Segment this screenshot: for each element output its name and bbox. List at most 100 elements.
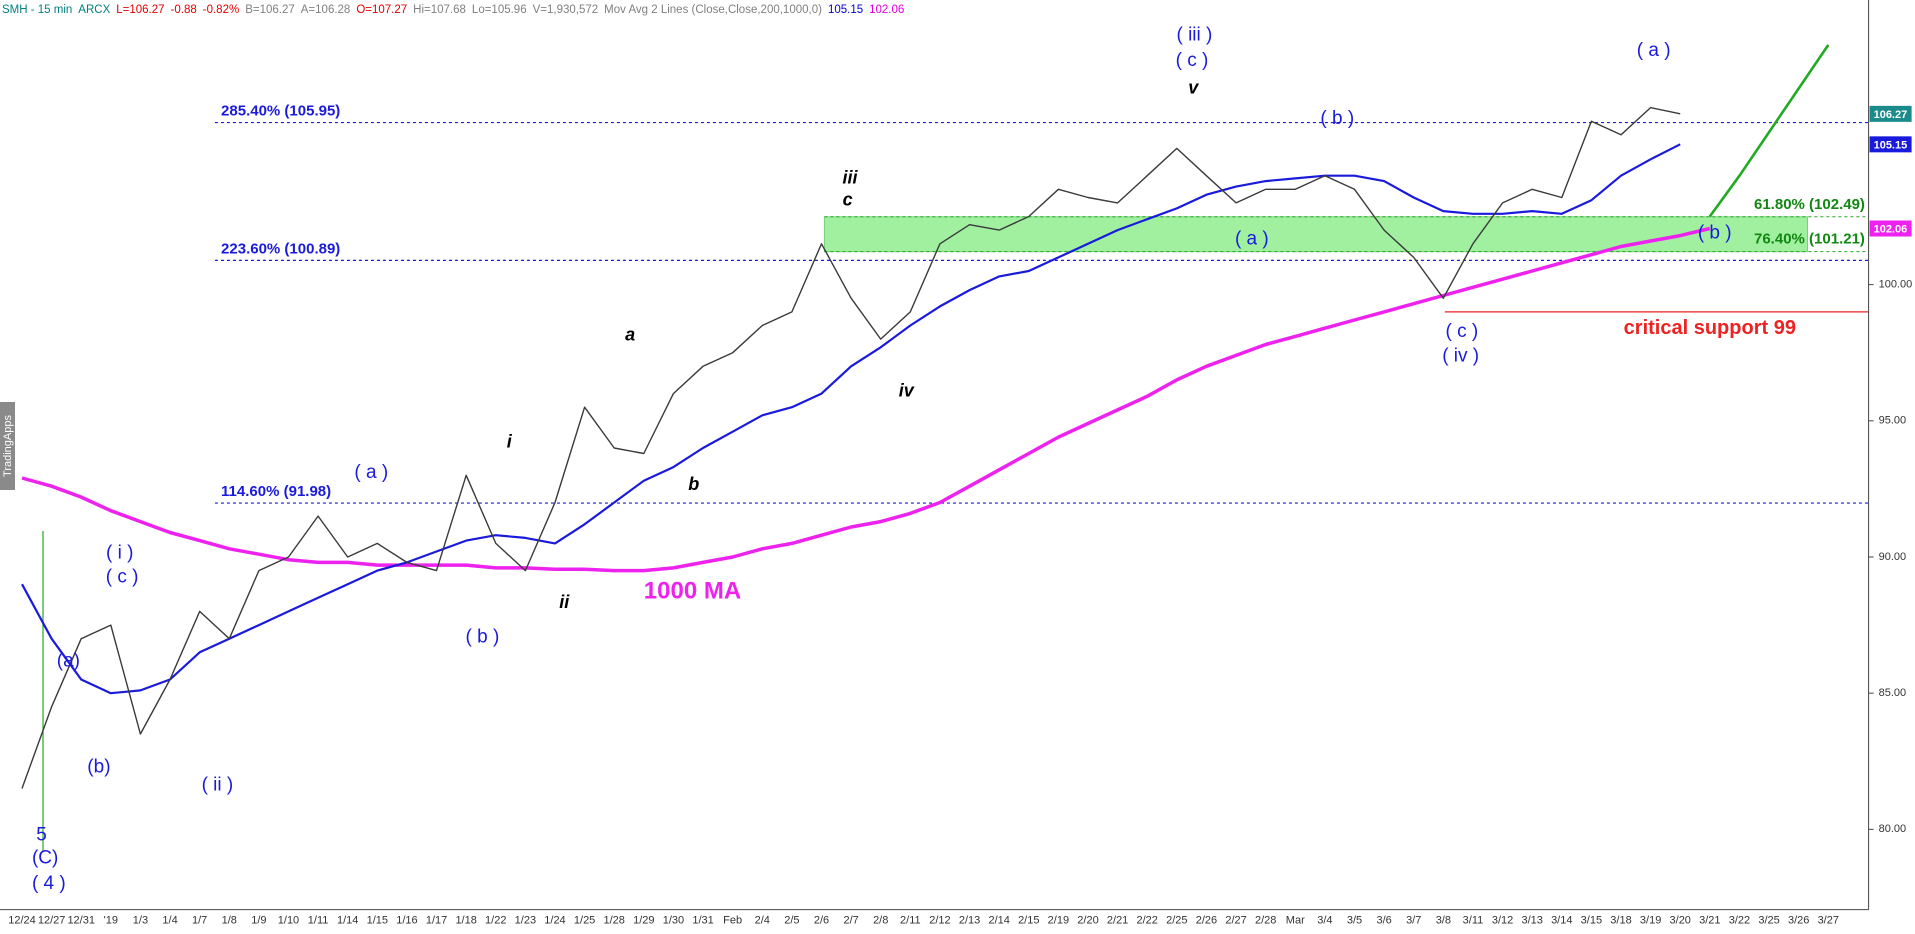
wave-label: ( ii ) [202, 775, 234, 796]
wave-label: i [507, 431, 513, 451]
wave-label: ( iii ) [1176, 24, 1212, 45]
x-tick-label: 1/28 [604, 915, 625, 927]
x-tick-label: 1/3 [133, 915, 148, 927]
header-item: Lo=105.96 [472, 4, 527, 16]
header-item: SMH - 15 min [2, 4, 72, 16]
support-label: critical support 99 [1624, 317, 1796, 339]
x-tick-label: 3/20 [1670, 915, 1691, 927]
wave-label: iii [843, 168, 859, 188]
wave-label: ( b ) [1320, 108, 1354, 129]
wave-label: ( iv ) [1442, 345, 1479, 366]
x-tick-label: 2/28 [1255, 915, 1276, 927]
x-tick-label: 2/19 [1048, 915, 1069, 927]
x-tick-label: 3/6 [1376, 915, 1391, 927]
header: SMH - 15 min ARCX L=106.27 -0.88 -0.82% B=106… [2, 4, 904, 16]
x-tick-label: 3/4 [1317, 915, 1332, 927]
zone-level-label: 61.80% (102.49) [1754, 196, 1865, 213]
x-tick-label: 3/7 [1406, 915, 1421, 927]
x-tick-label: '19 [104, 915, 118, 927]
wave-label: ii [559, 592, 570, 612]
projection-line [1708, 44, 1830, 218]
x-tick-label: 1/11 [308, 915, 329, 927]
price-tag: 105.15 [1874, 139, 1908, 151]
header-item: V=1,930,572 [533, 4, 599, 16]
ma1000-line [21, 226, 1711, 573]
x-tick-label: 1/16 [396, 915, 417, 927]
wave-label: ( a ) [1637, 40, 1671, 61]
x-tick-label: 12/24 [8, 915, 36, 927]
x-tick-label: 12/31 [67, 915, 95, 927]
x-tick-label: 3/5 [1347, 915, 1362, 927]
wave-label: (b) [87, 756, 110, 777]
x-tick-label: 1/14 [337, 915, 358, 927]
header-item: Hi=107.68 [413, 4, 466, 16]
header-item: 102.06 [869, 4, 904, 16]
x-tick-label: 3/11 [1463, 915, 1484, 927]
fib-level-label: 223.60% (100.89) [221, 240, 340, 257]
wave-label: (C) [32, 848, 58, 869]
x-tick-label: 3/26 [1788, 915, 1809, 927]
x-tick-label: Mar [1286, 915, 1305, 927]
header-item: L=106.27 [116, 4, 164, 16]
zone-level-label: 76.40% (101.21) [1754, 231, 1865, 248]
x-tick-label: 1/25 [574, 915, 595, 927]
x-tick-label: 2/22 [1137, 915, 1158, 927]
x-tick-label: 2/14 [988, 915, 1009, 927]
wave-label: ( c ) [1176, 50, 1209, 71]
header-item: O=107.27 [356, 4, 407, 16]
x-tick-label: 3/18 [1610, 915, 1631, 927]
price-tag-box [1869, 136, 1912, 153]
x-tick-label: 3/25 [1758, 915, 1779, 927]
x-tick-label: 2/11 [900, 915, 921, 927]
wave-label: ( i ) [106, 542, 133, 563]
x-tick-label: 1/17 [426, 915, 447, 927]
x-tick-label: 3/8 [1436, 915, 1451, 927]
x-tick-label: 2/15 [1018, 915, 1039, 927]
wave-label: ( c ) [1446, 321, 1479, 342]
header-item: B=106.27 [245, 4, 295, 16]
y-tick-label: 100.00 [1879, 279, 1913, 291]
y-tick-label: 80.00 [1879, 823, 1907, 835]
x-tick-label: 3/14 [1551, 915, 1572, 927]
x-tick-label: Feb [723, 915, 742, 927]
x-tick-label: 2/27 [1225, 915, 1246, 927]
x-tick-label: 3/12 [1492, 915, 1513, 927]
fib-level-label: 114.60% (91.98) [221, 483, 331, 500]
wave-label: 1000 MA [644, 578, 741, 605]
x-tick-label: 1/31 [692, 915, 713, 927]
wave-label: ( 4 ) [32, 873, 66, 894]
y-tick-label: 95.00 [1879, 415, 1907, 427]
x-tick-label: 1/23 [515, 915, 536, 927]
wave-label: b [688, 474, 699, 494]
header-item: -0.82% [203, 4, 239, 16]
wave-label: (a) [57, 651, 80, 672]
wave-label: a [625, 324, 635, 344]
x-tick-label: 2/20 [1077, 915, 1098, 927]
x-tick-label: 1/15 [367, 915, 388, 927]
x-tick-label: 3/19 [1640, 915, 1661, 927]
x-tick-label: 1/29 [633, 915, 654, 927]
watermark: TradingApps [2, 415, 14, 477]
wave-label: v [1188, 78, 1199, 98]
x-tick-label: 2/8 [873, 915, 888, 927]
x-tick-label: 2/7 [843, 915, 858, 927]
x-tick-label: 2/26 [1196, 915, 1217, 927]
x-tick-label: 2/4 [755, 915, 770, 927]
wave-label: ( a ) [354, 462, 388, 483]
header-item: 105.15 [828, 4, 863, 16]
x-tick-label: 3/15 [1581, 915, 1602, 927]
x-tick-label: 12/27 [38, 915, 66, 927]
wave-label: ( a ) [1235, 229, 1269, 250]
x-tick-label: 3/22 [1729, 915, 1750, 927]
x-tick-label: 3/27 [1818, 915, 1839, 927]
price-tag-box [1869, 220, 1912, 237]
x-tick-label: 2/12 [929, 915, 950, 927]
ma200-line [21, 143, 1681, 695]
price-tag: 106.27 [1874, 109, 1908, 121]
watermark-tab [0, 402, 15, 490]
x-tick-label: 1/4 [162, 915, 177, 927]
x-tick-label: 1/9 [251, 915, 266, 927]
price-line [21, 106, 1681, 789]
price-tag-box [1869, 105, 1912, 122]
y-tick-label: 90.00 [1879, 551, 1907, 563]
